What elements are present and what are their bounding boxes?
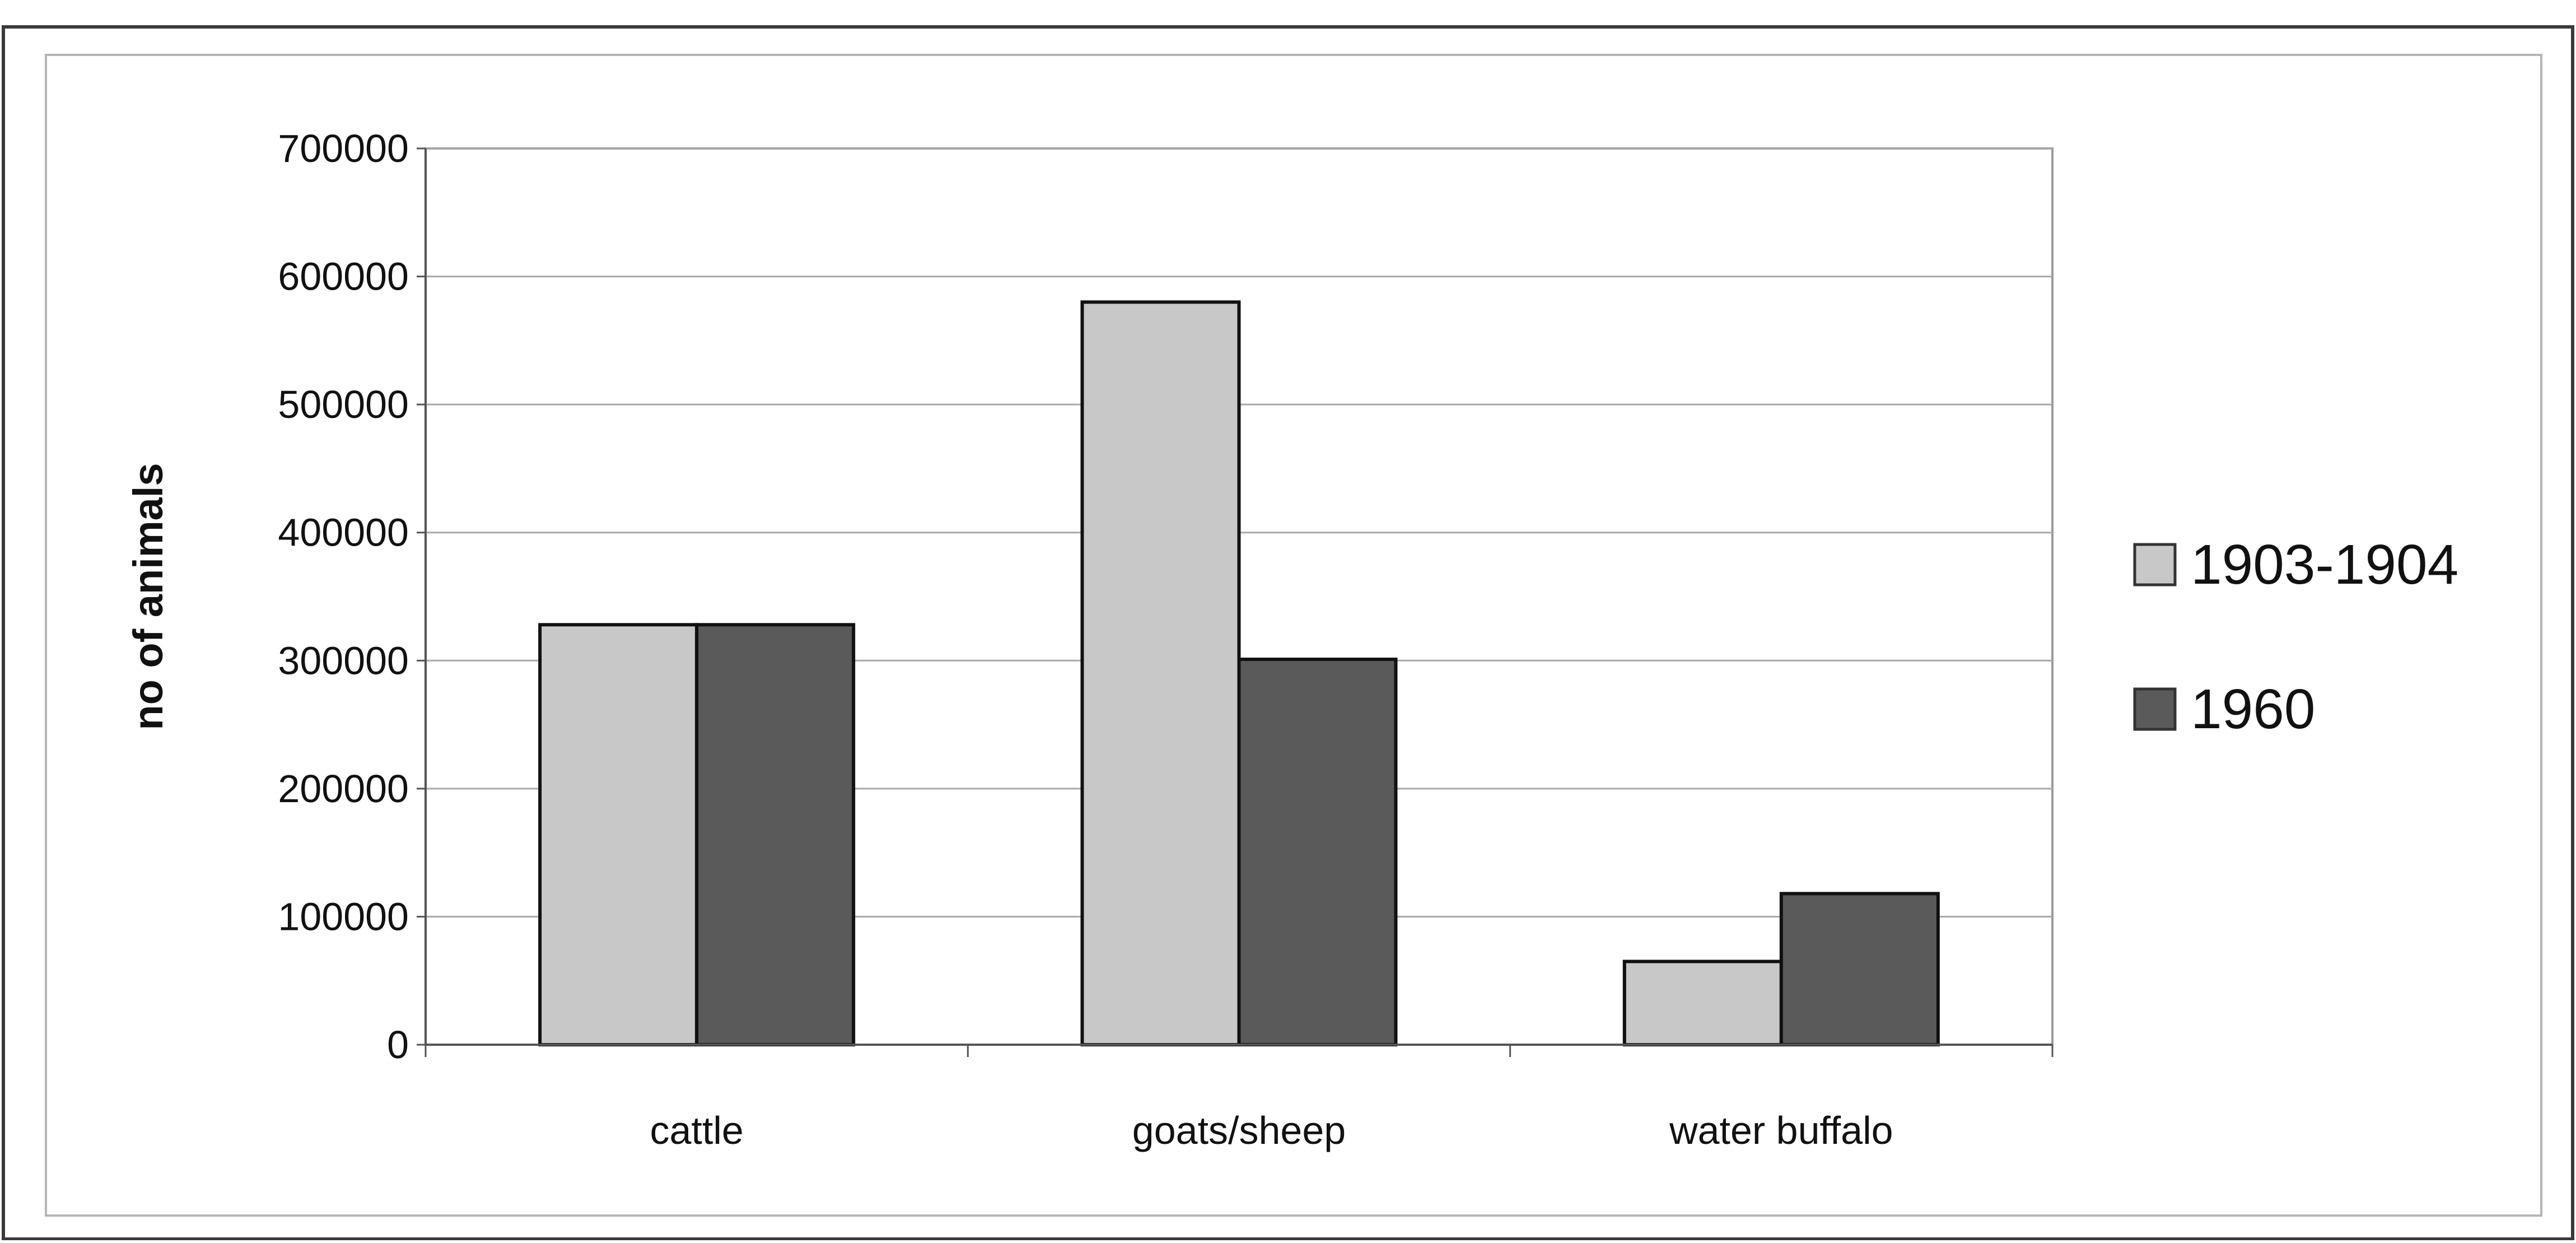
y-tick-label: 600000 xyxy=(278,255,409,299)
bars-group xyxy=(538,300,1940,1047)
bar-series-1 xyxy=(1080,300,1241,1046)
y-tick-label: 400000 xyxy=(278,511,409,555)
bar-series-2 xyxy=(695,623,856,1047)
x-tick-label: cattle xyxy=(650,1109,744,1152)
y-tick-labels: 0 100000 200000 300000 400000 500000 600000 700… xyxy=(278,127,426,1067)
y-axis-label: no of animals xyxy=(125,463,171,730)
x-tick-label: water buffalo xyxy=(1669,1109,1893,1152)
y-tick-label: 300000 xyxy=(278,639,409,682)
y-tick-label: 100000 xyxy=(278,895,409,938)
y-tick-label: 500000 xyxy=(278,383,409,426)
legend-swatch xyxy=(2133,687,2177,731)
axes-group xyxy=(424,148,2054,1057)
legend-swatch xyxy=(2133,543,2177,586)
legend-label: 1903-1904 xyxy=(2191,533,2458,596)
bar-series-1 xyxy=(1622,960,1783,1047)
y-tick-label: 700000 xyxy=(278,127,409,170)
x-tick-label: goats/sheep xyxy=(1132,1109,1346,1152)
legend-label: 1960 xyxy=(2191,678,2315,741)
bar-series-2 xyxy=(1779,892,1940,1047)
x-tick-labels: cattle goats/sheep water buffalo xyxy=(650,1109,1893,1152)
bar-series-1 xyxy=(538,623,699,1047)
legend: 1903-1904 1960 xyxy=(2133,533,2458,741)
y-tick-label: 0 xyxy=(387,1023,409,1067)
bar-series-2 xyxy=(1237,658,1398,1046)
y-tick-label: 200000 xyxy=(278,767,409,811)
